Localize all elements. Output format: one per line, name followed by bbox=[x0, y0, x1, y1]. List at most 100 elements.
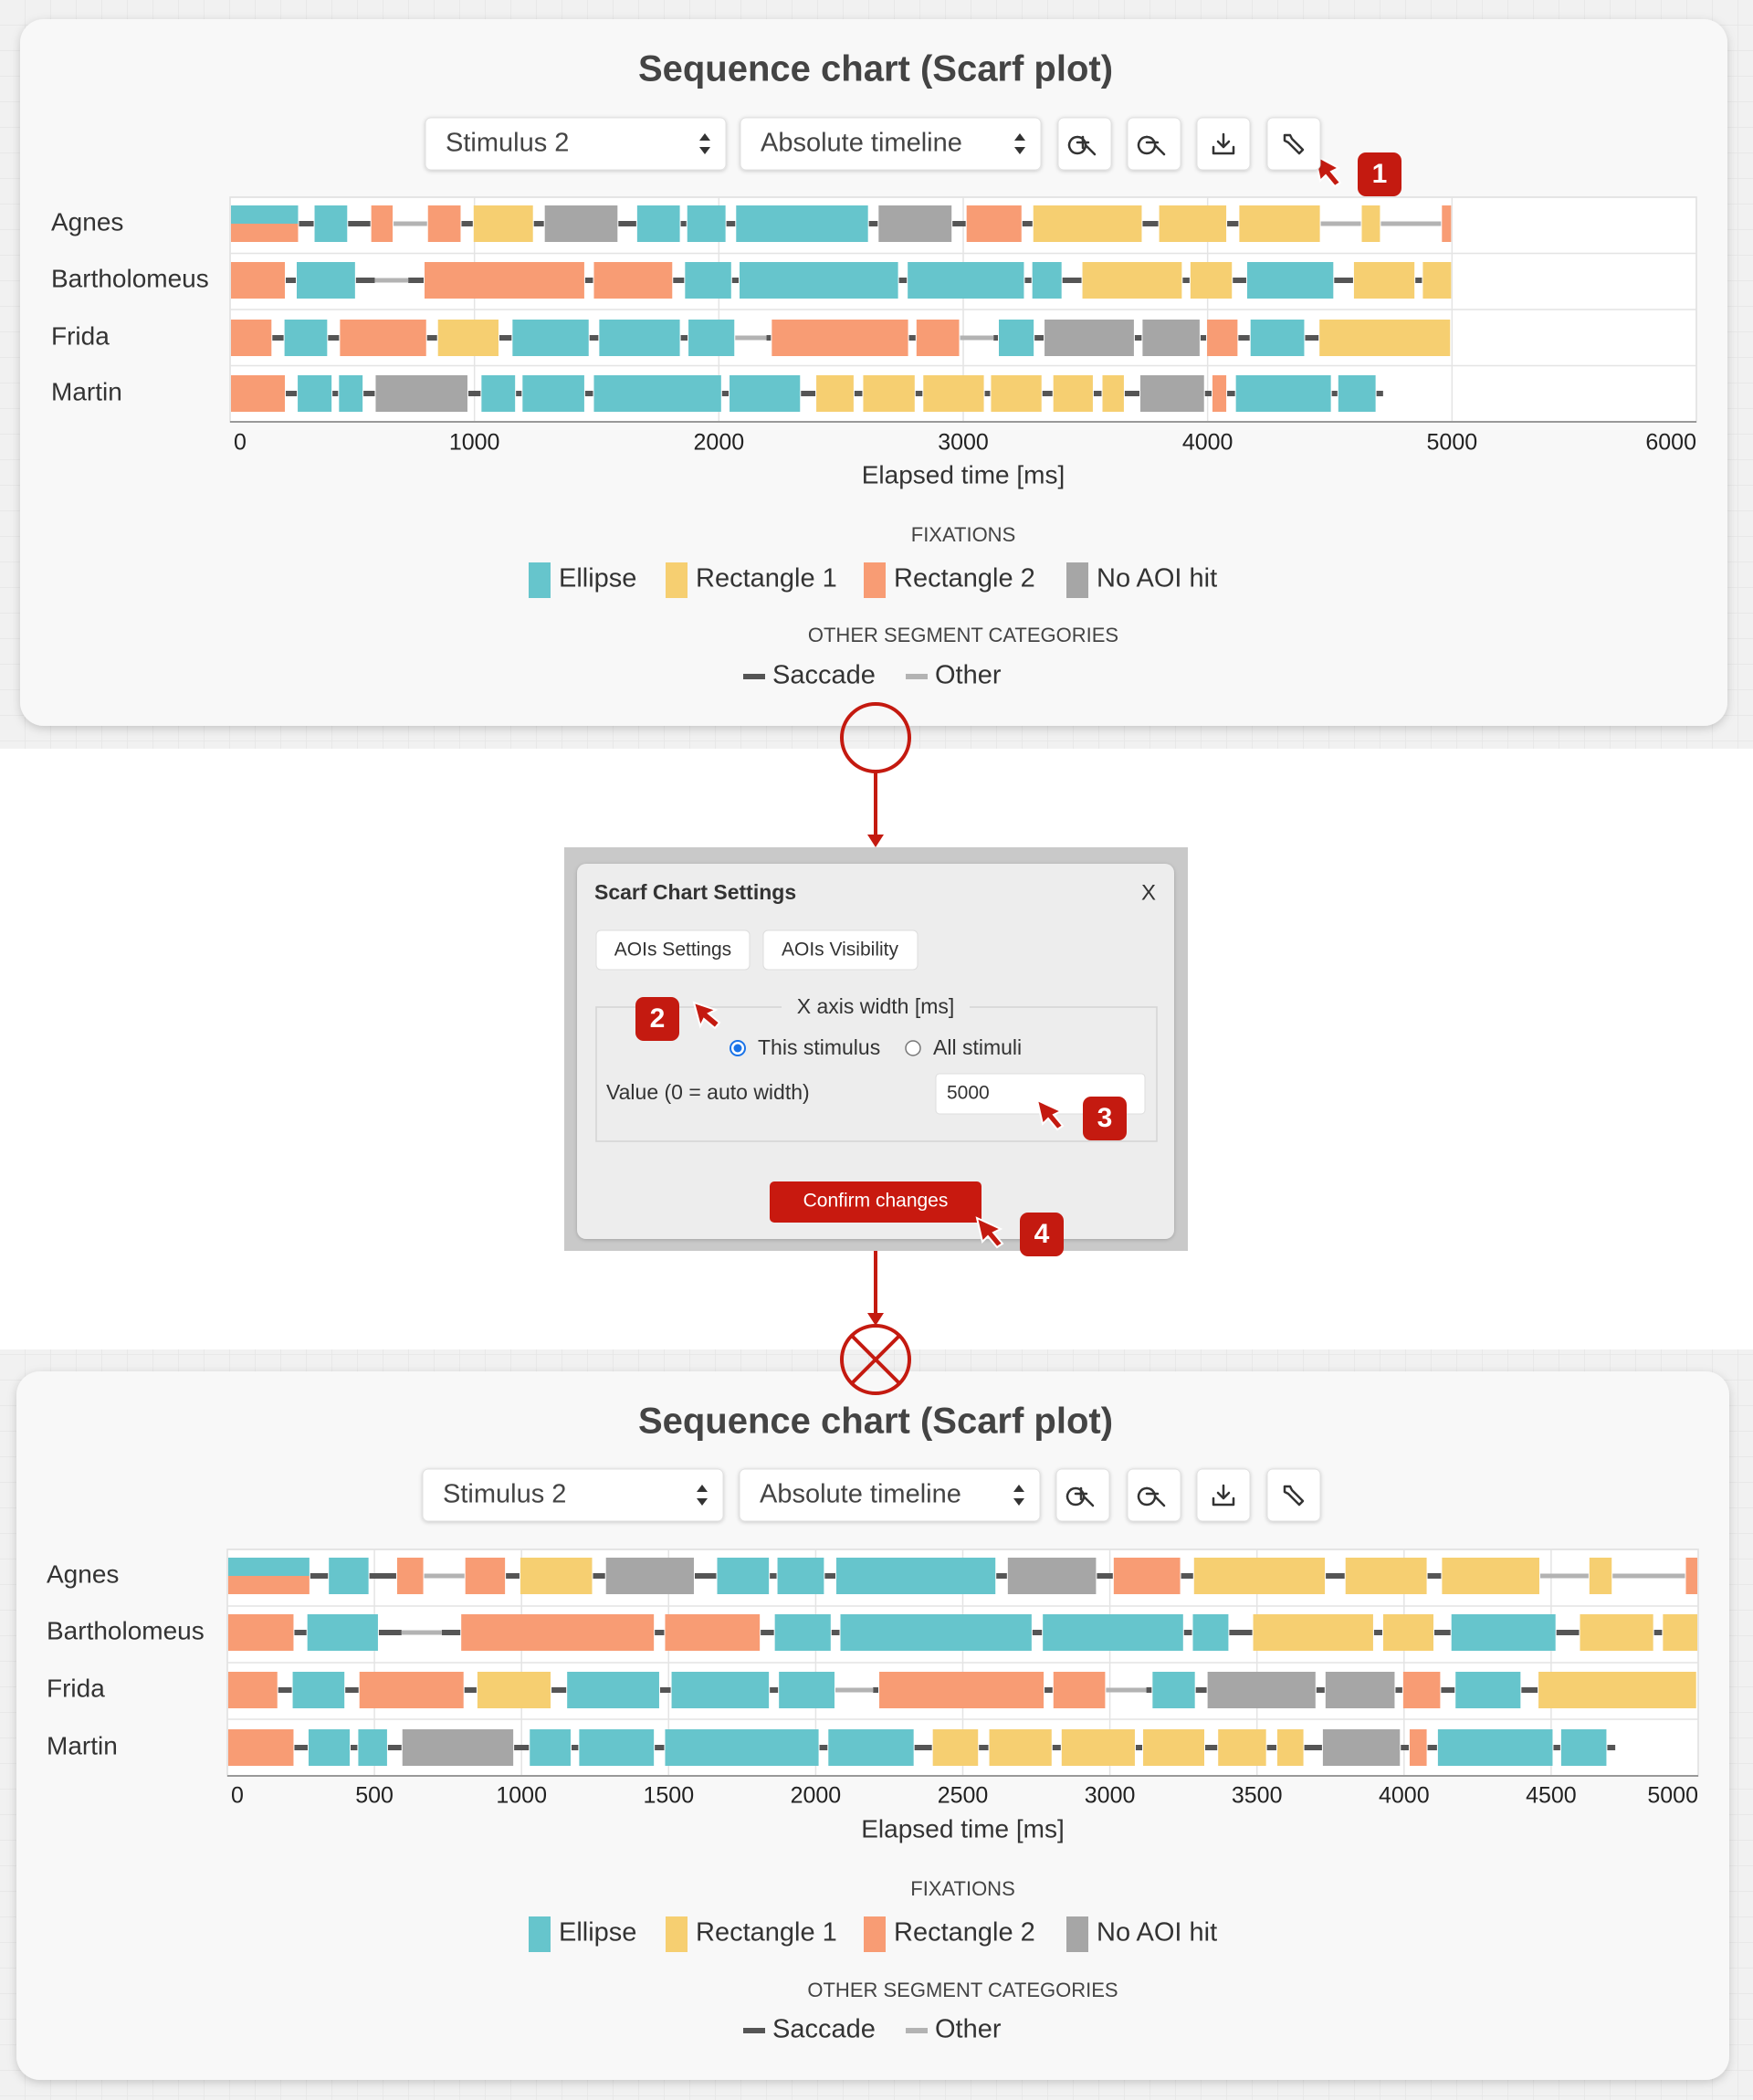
legend-heading: OTHER SEGMENT CATEGORIES bbox=[808, 624, 1118, 646]
value-input-text[interactable]: 5000 bbox=[947, 1083, 990, 1104]
fixation bbox=[828, 1729, 914, 1766]
legend-label: No AOI hit bbox=[1097, 564, 1217, 593]
fixation bbox=[1142, 320, 1200, 356]
icon-button[interactable] bbox=[1266, 1468, 1321, 1522]
fixation bbox=[688, 320, 735, 356]
x-axis-label: Elapsed time [ms] bbox=[862, 460, 1065, 488]
icon bbox=[1067, 135, 1097, 156]
fixation bbox=[402, 1729, 514, 1766]
tab-label[interactable]: AOIs Visibility bbox=[782, 940, 898, 961]
dialog-close[interactable]: X bbox=[1141, 880, 1156, 905]
tab-button[interactable] bbox=[762, 929, 918, 971]
dropdown[interactable] bbox=[425, 117, 727, 171]
saccade bbox=[499, 335, 512, 341]
dropdown-label[interactable]: Stimulus 2 bbox=[443, 1480, 566, 1509]
legend-heading: FIXATIONS bbox=[911, 523, 1016, 546]
saccade bbox=[1553, 1745, 1560, 1750]
fixation bbox=[665, 1614, 761, 1651]
dropdown-label[interactable]: Absolute timeline bbox=[761, 129, 962, 158]
tab-label[interactable]: AOIs Settings bbox=[614, 940, 731, 961]
legend-label: No AOI hit bbox=[1097, 1918, 1217, 1948]
fixation bbox=[307, 1614, 378, 1651]
step-marker: 4 bbox=[975, 1213, 1064, 1256]
fixation bbox=[314, 205, 348, 242]
step-number: 1 bbox=[1372, 159, 1388, 189]
dropdown[interactable] bbox=[739, 1468, 1041, 1522]
dropdown[interactable] bbox=[422, 1468, 724, 1522]
saccade bbox=[584, 391, 593, 396]
icon-button[interactable] bbox=[1266, 117, 1321, 171]
fixation bbox=[477, 1672, 551, 1708]
dropdown-label[interactable]: Stimulus 2 bbox=[446, 129, 569, 158]
flow-end-cross bbox=[850, 1334, 901, 1385]
fixation bbox=[1139, 375, 1204, 412]
saccade bbox=[1427, 1745, 1437, 1750]
radio-label[interactable]: All stimuli bbox=[933, 1035, 1022, 1059]
fixation bbox=[878, 205, 952, 242]
dropdown[interactable] bbox=[740, 117, 1042, 171]
fixation bbox=[512, 320, 589, 356]
fixation bbox=[231, 320, 272, 356]
participant-name: Agnes bbox=[47, 1559, 119, 1588]
fixation bbox=[1437, 1729, 1553, 1766]
fixation bbox=[1246, 262, 1334, 299]
legend-swatch bbox=[906, 674, 928, 679]
legend-swatch bbox=[864, 562, 886, 598]
chart-title: Sequence chart (Scarf plot) bbox=[638, 1402, 1113, 1442]
saccade bbox=[1044, 1687, 1053, 1693]
saccade bbox=[278, 1687, 292, 1693]
fixation bbox=[544, 205, 618, 242]
saccade bbox=[1146, 1687, 1152, 1693]
saccade bbox=[914, 1745, 932, 1750]
saccade bbox=[571, 1745, 579, 1750]
saccade bbox=[770, 1573, 777, 1579]
saccade bbox=[1227, 221, 1239, 226]
confirm-button[interactable] bbox=[770, 1181, 981, 1223]
fixation bbox=[665, 1729, 819, 1766]
fixation bbox=[599, 320, 680, 356]
fixation bbox=[520, 1558, 593, 1594]
saccade bbox=[1034, 335, 1044, 341]
other-segment bbox=[1380, 221, 1442, 226]
saccade bbox=[655, 1745, 665, 1750]
fixation bbox=[231, 262, 286, 299]
fixation bbox=[375, 375, 467, 412]
fixation bbox=[424, 262, 584, 299]
fixation bbox=[916, 320, 960, 356]
fixation bbox=[1422, 262, 1452, 299]
saccade bbox=[1326, 1573, 1345, 1579]
saccade bbox=[378, 1630, 402, 1635]
saccade bbox=[731, 278, 740, 283]
fixation bbox=[465, 1558, 506, 1594]
confirm-label[interactable]: Confirm changes bbox=[803, 1191, 949, 1212]
saccade bbox=[1229, 1630, 1253, 1635]
field-label: Value (0 = auto width) bbox=[606, 1080, 810, 1104]
saccade bbox=[915, 391, 923, 396]
fixation bbox=[730, 375, 801, 412]
saccade bbox=[694, 1573, 717, 1579]
radio[interactable] bbox=[905, 1040, 921, 1056]
fixation bbox=[1007, 1558, 1097, 1594]
x-tick-label: 5000 bbox=[1647, 1783, 1698, 1809]
saccade bbox=[1373, 1630, 1382, 1635]
fixation bbox=[329, 1558, 369, 1594]
saccade bbox=[533, 221, 544, 226]
tab-button[interactable] bbox=[595, 929, 751, 971]
saccade bbox=[824, 1573, 835, 1579]
saccade bbox=[1124, 391, 1139, 396]
saccade bbox=[1427, 1573, 1442, 1579]
fixation bbox=[1102, 375, 1124, 412]
fixation bbox=[228, 1558, 310, 1576]
fixation bbox=[1589, 1558, 1612, 1594]
fixation bbox=[1580, 1614, 1653, 1651]
saccade bbox=[680, 221, 687, 226]
dropdown-label[interactable]: Absolute timeline bbox=[760, 1480, 961, 1509]
legend-swatch bbox=[743, 674, 765, 679]
legend-label: Other bbox=[935, 2015, 1002, 2044]
fixation bbox=[1353, 262, 1415, 299]
radio-label[interactable]: This stimulus bbox=[758, 1035, 880, 1059]
fixation bbox=[396, 1558, 424, 1594]
saccade bbox=[979, 1745, 989, 1750]
fixation bbox=[816, 375, 854, 412]
saccade bbox=[1142, 221, 1159, 226]
